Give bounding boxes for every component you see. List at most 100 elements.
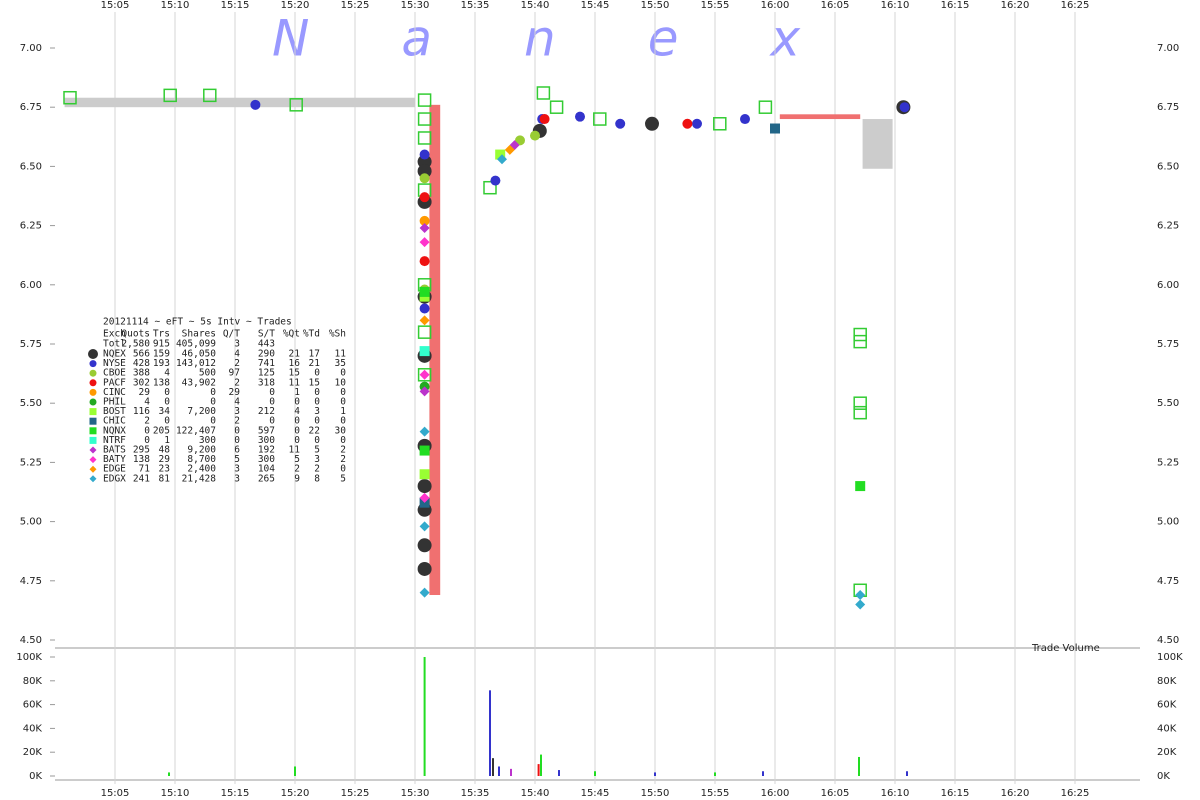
table-cell: 428	[133, 358, 150, 369]
volume-bar	[906, 771, 908, 776]
table-cell: 6	[234, 445, 240, 456]
table-cell: Totl	[103, 339, 126, 350]
quote-marker	[536, 86, 551, 100]
trade-marker	[899, 102, 910, 113]
table-cell: 0	[294, 416, 300, 427]
trade-marker	[417, 561, 432, 576]
trade-marker	[417, 164, 432, 179]
quote-marker	[417, 131, 432, 145]
x-tick-label: 16:15	[941, 0, 970, 11]
table-cell: 34	[159, 406, 171, 417]
trade-marker	[855, 590, 866, 601]
table-cell: 300	[199, 435, 216, 446]
legend-label: EDGE	[103, 464, 126, 475]
quote-marker	[853, 327, 867, 342]
quote-marker	[593, 112, 607, 126]
legend-marker	[89, 427, 97, 435]
quote-marker	[758, 100, 773, 114]
y-tick-label: 5.75	[1157, 339, 1179, 350]
table-cell: 0	[294, 397, 300, 408]
y-tick-label: 5.25	[1157, 457, 1179, 468]
legend-marker	[89, 398, 97, 406]
table-cell: 302	[133, 377, 150, 388]
table-header: %Qt	[283, 329, 300, 340]
table-cell: 0	[210, 397, 216, 408]
legend-label: NTRF	[103, 435, 126, 446]
table-cell: 0	[340, 387, 346, 398]
table-cell: 2	[234, 416, 240, 427]
volume-bar	[492, 758, 494, 776]
table-cell: 193	[153, 358, 170, 369]
price-band	[64, 97, 415, 108]
legend-marker	[89, 456, 97, 464]
table-header: S/T	[258, 329, 275, 340]
y-tick-label: 5.50	[20, 398, 42, 409]
y-tick-label: 5.00	[1157, 517, 1179, 528]
table-cell: 22	[309, 425, 320, 436]
table-cell: 0	[164, 416, 170, 427]
table-cell: 0	[314, 416, 320, 427]
table-cell: 2,580	[121, 339, 150, 350]
y-tick-label: 60K	[1157, 700, 1177, 711]
table-cell: 0	[294, 425, 300, 436]
x-tick-label: 15:10	[161, 788, 190, 799]
x-tick-label: 15:20	[281, 788, 310, 799]
volume-bar	[537, 764, 540, 776]
y-tick-label: 5.75	[20, 339, 42, 350]
y-tick-label: 6.25	[20, 221, 42, 232]
table-cell: 21	[309, 358, 321, 369]
table-cell: 0	[340, 397, 346, 408]
table-cell: 5	[340, 473, 346, 484]
x-tick-label: 16:20	[1001, 788, 1030, 799]
table-cell: 0	[340, 435, 346, 446]
x-tick-label: 15:15	[221, 788, 250, 799]
table-cell: 2	[294, 464, 300, 475]
trade-marker	[497, 154, 507, 165]
table-cell: 35	[335, 358, 346, 369]
quote-marker	[163, 88, 177, 103]
table-cell: 9	[294, 473, 300, 484]
trade-marker	[692, 118, 702, 129]
table-cell: 4	[144, 397, 150, 408]
x-tick-label: 15:40	[521, 788, 550, 799]
table-cell: 3	[234, 339, 240, 350]
legend-label: PHIL	[103, 397, 126, 408]
table-cell: 15	[289, 368, 300, 379]
table-cell: 0	[269, 416, 275, 427]
table-cell: 9,200	[187, 445, 216, 456]
table-cell: 21,428	[182, 473, 217, 484]
table-cell: 29	[139, 387, 151, 398]
table-cell: 16	[289, 358, 301, 369]
legend-label: BATY	[103, 454, 126, 465]
trade-marker	[539, 114, 550, 125]
trade-marker	[530, 130, 540, 141]
volume-bar	[762, 771, 764, 776]
trade-marker	[495, 149, 506, 160]
table-cell: 241	[133, 473, 150, 484]
table-cell: 138	[153, 377, 170, 388]
x-tick-label: 15:15	[221, 0, 250, 11]
x-tick-label: 15:35	[461, 0, 490, 11]
legend-label: NQNX	[103, 425, 126, 436]
table-cell: 0	[234, 425, 240, 436]
y-tick-label: 80K	[1157, 676, 1177, 687]
table-header: Exch	[103, 329, 126, 340]
y-tick-label: 40K	[23, 723, 43, 734]
legend-label: NYSE	[103, 358, 126, 369]
table-cell: 295	[133, 445, 150, 456]
x-tick-label: 16:10	[881, 788, 910, 799]
table-cell: 3	[314, 406, 320, 417]
trade-marker	[419, 215, 430, 226]
trade-marker	[515, 135, 525, 146]
table-cell: 15	[309, 377, 320, 388]
table-cell: 4	[294, 406, 300, 417]
price-band	[862, 119, 893, 169]
volume-bar	[558, 770, 560, 776]
table-cell: 7,200	[187, 406, 216, 417]
table-header: Quots	[121, 329, 150, 340]
table-cell: 29	[229, 387, 241, 398]
table-cell: 212	[258, 406, 275, 417]
trade-marker	[575, 111, 585, 122]
x-tick-label: 15:45	[581, 788, 610, 799]
